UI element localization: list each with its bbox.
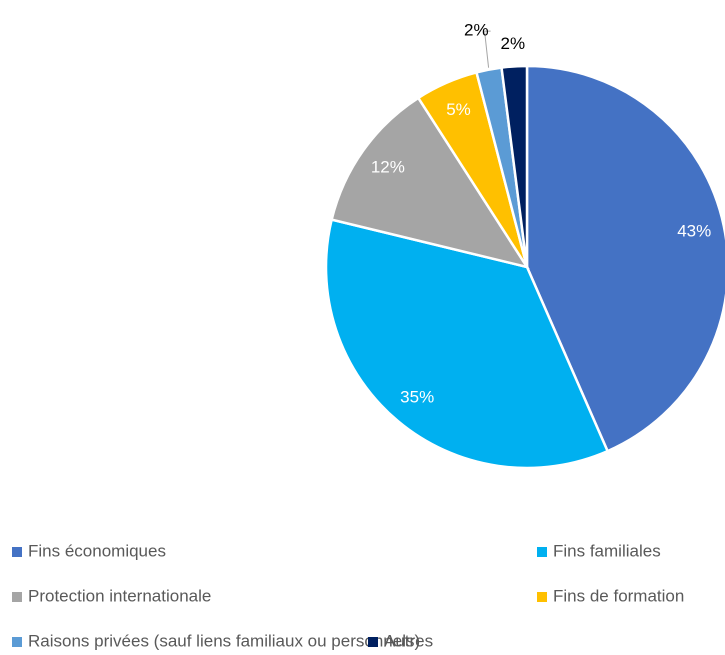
pie-slice <box>500 64 529 268</box>
legend-swatch <box>12 592 22 602</box>
leader-line <box>484 30 491 68</box>
data-label: 2% <box>501 34 526 53</box>
legend-label: Fins de formation <box>553 586 684 605</box>
data-label: 5% <box>446 100 471 119</box>
pie-slice <box>324 218 610 470</box>
data-label: 2% <box>464 21 489 40</box>
data-label: 12% <box>371 157 405 176</box>
legend-label: Fins familiales <box>553 541 661 560</box>
pie-slice <box>525 64 725 453</box>
pie-slice <box>330 96 530 269</box>
data-label: 35% <box>400 387 434 406</box>
data-label: 43% <box>677 221 711 240</box>
legend-label: Autres <box>384 631 433 650</box>
legend-label: Raisons privées (sauf liens familiaux ou… <box>28 631 420 650</box>
legend-label: Protection internationale <box>28 586 211 605</box>
legend-swatch <box>12 547 22 557</box>
legend-label: Fins économiques <box>28 541 166 560</box>
legend-swatch <box>368 637 378 647</box>
legend-swatch <box>537 592 547 602</box>
legend-swatch <box>537 547 547 557</box>
legend-swatch <box>12 637 22 647</box>
